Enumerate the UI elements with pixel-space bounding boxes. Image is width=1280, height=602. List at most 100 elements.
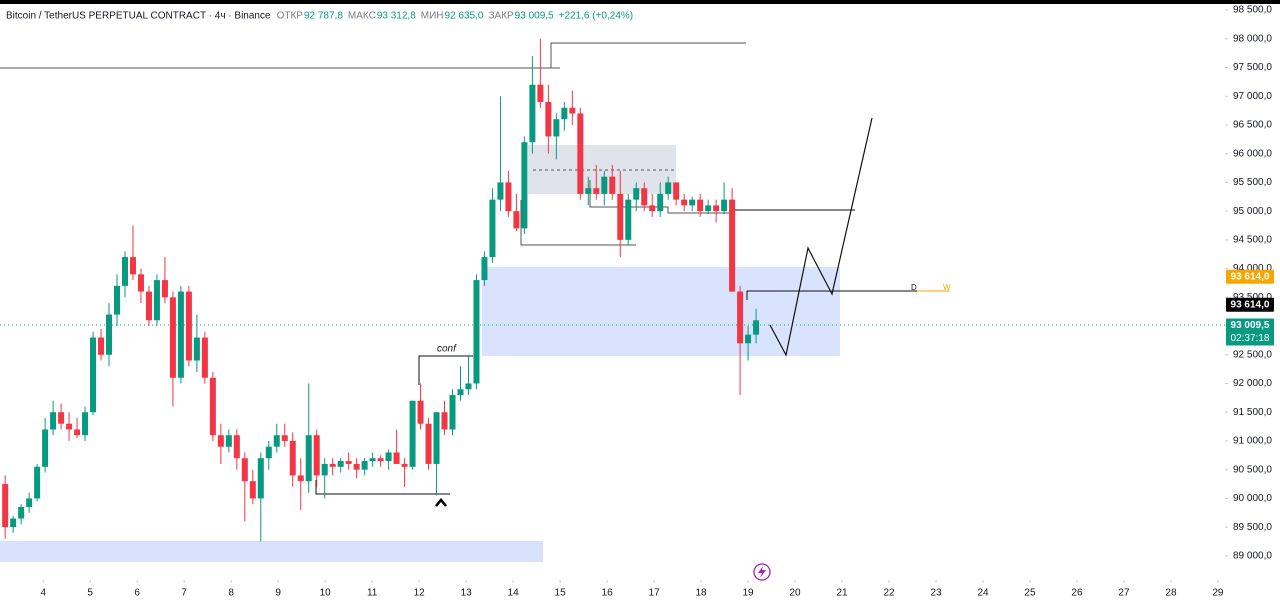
y-tick-label: 90 500,0 — [1233, 464, 1272, 475]
candle-body — [114, 285, 121, 315]
x-tick-label: 27 — [1118, 588, 1130, 599]
candle-body — [513, 211, 520, 229]
candle-body — [641, 188, 648, 206]
candle-body — [34, 466, 41, 499]
stat-label: МАКС — [348, 11, 376, 22]
y-tick-label: 97 500,0 — [1233, 62, 1272, 73]
candle-body — [10, 518, 17, 528]
annotation: W — [943, 283, 951, 292]
candle-body — [497, 182, 504, 200]
level-line — [315, 480, 450, 495]
stat-value: 93 009,5 — [515, 11, 554, 22]
candle-body — [90, 337, 97, 413]
candle-body — [625, 199, 632, 240]
x-tick-label: 10 — [320, 588, 332, 599]
y-tick-label: 96 000,0 — [1233, 148, 1272, 159]
candle-body — [689, 199, 696, 206]
candle-body — [42, 429, 49, 467]
candle-body — [529, 84, 536, 143]
x-tick-label: 19 — [743, 588, 755, 599]
candle-body — [377, 458, 384, 462]
candle-body — [169, 297, 176, 378]
candle-body — [649, 205, 656, 212]
candle-body — [273, 435, 280, 447]
candle-body — [481, 257, 488, 281]
candle-body — [281, 435, 288, 441]
top-bar — [0, 0, 1280, 4]
x-tick-label: 22 — [883, 588, 895, 599]
candle-body — [225, 435, 232, 447]
candle-body — [129, 257, 136, 275]
candle-body — [665, 182, 672, 194]
y-tick-label: 98 500,0 — [1233, 5, 1272, 16]
caret-icon — [435, 498, 447, 507]
candle-body — [321, 463, 328, 476]
candle-body — [489, 199, 496, 258]
candle-body — [106, 314, 113, 355]
candle-body — [681, 199, 688, 206]
annotation: D — [911, 283, 917, 292]
candle-body — [209, 377, 216, 436]
candle-body — [353, 463, 360, 470]
candle-body — [657, 193, 664, 212]
zone-low — [0, 541, 543, 562]
stat-value: 92 787,8 — [304, 11, 343, 22]
candle-body — [745, 334, 752, 344]
x-tick-label: 15 — [555, 588, 567, 599]
change: +221,6 (+0,24%) — [559, 11, 634, 22]
x-tick-label: 13 — [461, 588, 473, 599]
y-tick-label: 94 000,0 — [1233, 263, 1272, 274]
drawings — [0, 42, 950, 507]
candle-body — [521, 142, 528, 229]
candle-body — [137, 274, 144, 292]
candle-body — [721, 199, 728, 212]
candle-body — [449, 394, 456, 430]
candle-body — [241, 458, 248, 482]
x-tick-label: 16 — [602, 588, 614, 599]
candle-body — [297, 475, 304, 482]
candle-body — [433, 412, 440, 464]
x-tick-label: 26 — [1071, 588, 1083, 599]
annotation: conf — [437, 344, 457, 355]
candle-body — [201, 337, 208, 378]
candle-body — [753, 320, 760, 335]
candle-body — [313, 435, 320, 476]
event-icon[interactable] — [753, 563, 771, 581]
candle-body — [337, 461, 344, 467]
x-tick-label: 17 — [649, 588, 661, 599]
candle-body — [98, 337, 105, 355]
stat-label: МИН — [421, 11, 444, 22]
candle-body — [633, 188, 640, 200]
candle-body — [569, 107, 576, 114]
candle-body — [705, 205, 712, 212]
candle-body — [265, 446, 272, 459]
header: Bitcoin / TetherUS PERPETUAL CONTRACT · … — [6, 11, 271, 22]
candle-body — [553, 119, 560, 137]
candle-body — [305, 435, 312, 482]
y-tick-label: 90 000,0 — [1233, 493, 1272, 504]
y-tick-label: 95 000,0 — [1233, 206, 1272, 217]
y-tick-label: 95 500,0 — [1233, 177, 1272, 188]
x-tick-label: 4 — [40, 588, 46, 599]
candle-body — [82, 412, 89, 436]
candle-body — [465, 383, 472, 390]
candle-body — [473, 280, 480, 384]
price-label-box — [1226, 269, 1274, 284]
candle-body — [417, 400, 424, 424]
candle-body — [50, 412, 57, 430]
candle-body — [289, 440, 296, 476]
x-tick-label: 11 — [367, 588, 378, 599]
price-label: 93 614,0 — [1231, 271, 1270, 282]
y-tick-label: 89 000,0 — [1233, 551, 1272, 562]
candle-body — [153, 280, 160, 321]
candle-body — [121, 257, 128, 286]
y-tick-label: 97 000,0 — [1233, 91, 1272, 102]
candle-body — [249, 481, 256, 499]
candle-body — [193, 337, 200, 361]
candle-body — [257, 458, 264, 499]
x-tick-label: 23 — [930, 588, 942, 599]
x-tick-label: 25 — [1024, 588, 1036, 599]
candle-body — [729, 199, 736, 292]
y-tick-label: 96 500,0 — [1233, 120, 1272, 131]
candle-body — [713, 205, 720, 212]
